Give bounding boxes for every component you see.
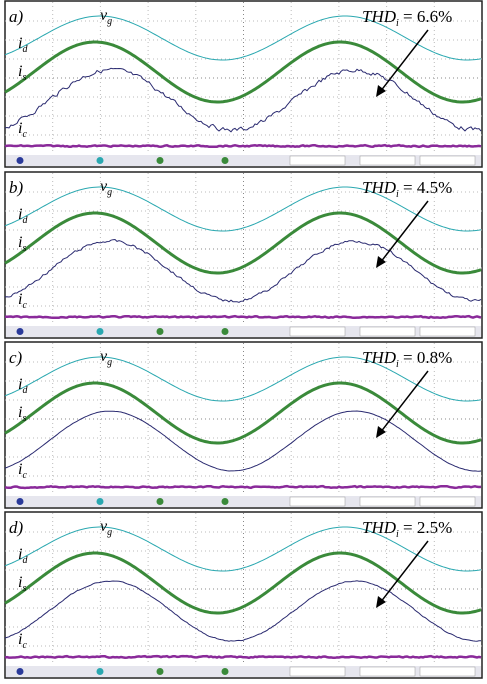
status-box	[360, 327, 415, 336]
panel-label: d)	[9, 518, 24, 537]
channel-icon	[97, 668, 104, 675]
trace-ic	[5, 656, 481, 658]
channel-icon	[222, 328, 229, 335]
figure: a)vgidisicTHDi = 6.6%b)vgidisicTHDi = 4.…	[0, 0, 487, 684]
signal-subscript: s	[22, 243, 26, 254]
channel-icon	[97, 498, 104, 505]
signal-subscript: c	[22, 300, 27, 311]
status-box	[360, 667, 415, 676]
status-box	[420, 497, 475, 506]
channel-icon	[157, 668, 164, 675]
signal-subscript: c	[22, 470, 27, 481]
status-box	[290, 667, 345, 676]
status-box	[290, 156, 345, 165]
panel-label: a)	[9, 7, 24, 26]
thd-value: = 2.5%	[399, 518, 453, 537]
status-box	[290, 497, 345, 506]
thd-symbol: THD	[362, 348, 397, 367]
signal-subscript: g	[107, 16, 112, 27]
channel-icon	[157, 328, 164, 335]
channel-icon	[97, 157, 104, 164]
thd-symbol: THD	[362, 518, 397, 537]
thd-value: = 6.6%	[399, 7, 453, 26]
trace-ic	[5, 486, 481, 488]
thd-value: = 4.5%	[399, 178, 453, 197]
channel-icon	[157, 498, 164, 505]
panel-label: c)	[9, 348, 23, 367]
channel-icon	[97, 328, 104, 335]
thd-value: = 0.8%	[399, 348, 453, 367]
channel-icon	[17, 668, 24, 675]
channel-icon	[157, 157, 164, 164]
status-box	[420, 667, 475, 676]
status-box	[420, 327, 475, 336]
channel-icon	[17, 328, 24, 335]
signal-subscript: g	[107, 187, 112, 198]
signal-subscript: c	[22, 640, 27, 651]
channel-icon	[222, 498, 229, 505]
thd-label: THDi = 0.8%	[362, 348, 452, 370]
signal-subscript: g	[107, 527, 112, 538]
channel-icon	[17, 498, 24, 505]
thd-label: THDi = 4.5%	[362, 178, 452, 200]
thd-label: THDi = 6.6%	[362, 7, 452, 29]
status-box	[420, 156, 475, 165]
trace-ic	[5, 316, 481, 318]
status-box	[290, 327, 345, 336]
signal-subscript: s	[22, 413, 26, 424]
signal-subscript: g	[107, 357, 112, 368]
thd-label: THDi = 2.5%	[362, 518, 452, 540]
thd-symbol: THD	[362, 7, 397, 26]
signal-subscript: s	[22, 583, 26, 594]
thd-symbol: THD	[362, 178, 397, 197]
channel-icon	[17, 157, 24, 164]
channel-icon	[222, 668, 229, 675]
signal-subscript: c	[22, 129, 27, 140]
status-box	[360, 497, 415, 506]
status-box	[360, 156, 415, 165]
trace-ic	[5, 145, 481, 147]
signal-subscript: s	[22, 72, 26, 83]
panel-label: b)	[9, 178, 24, 197]
channel-icon	[222, 157, 229, 164]
